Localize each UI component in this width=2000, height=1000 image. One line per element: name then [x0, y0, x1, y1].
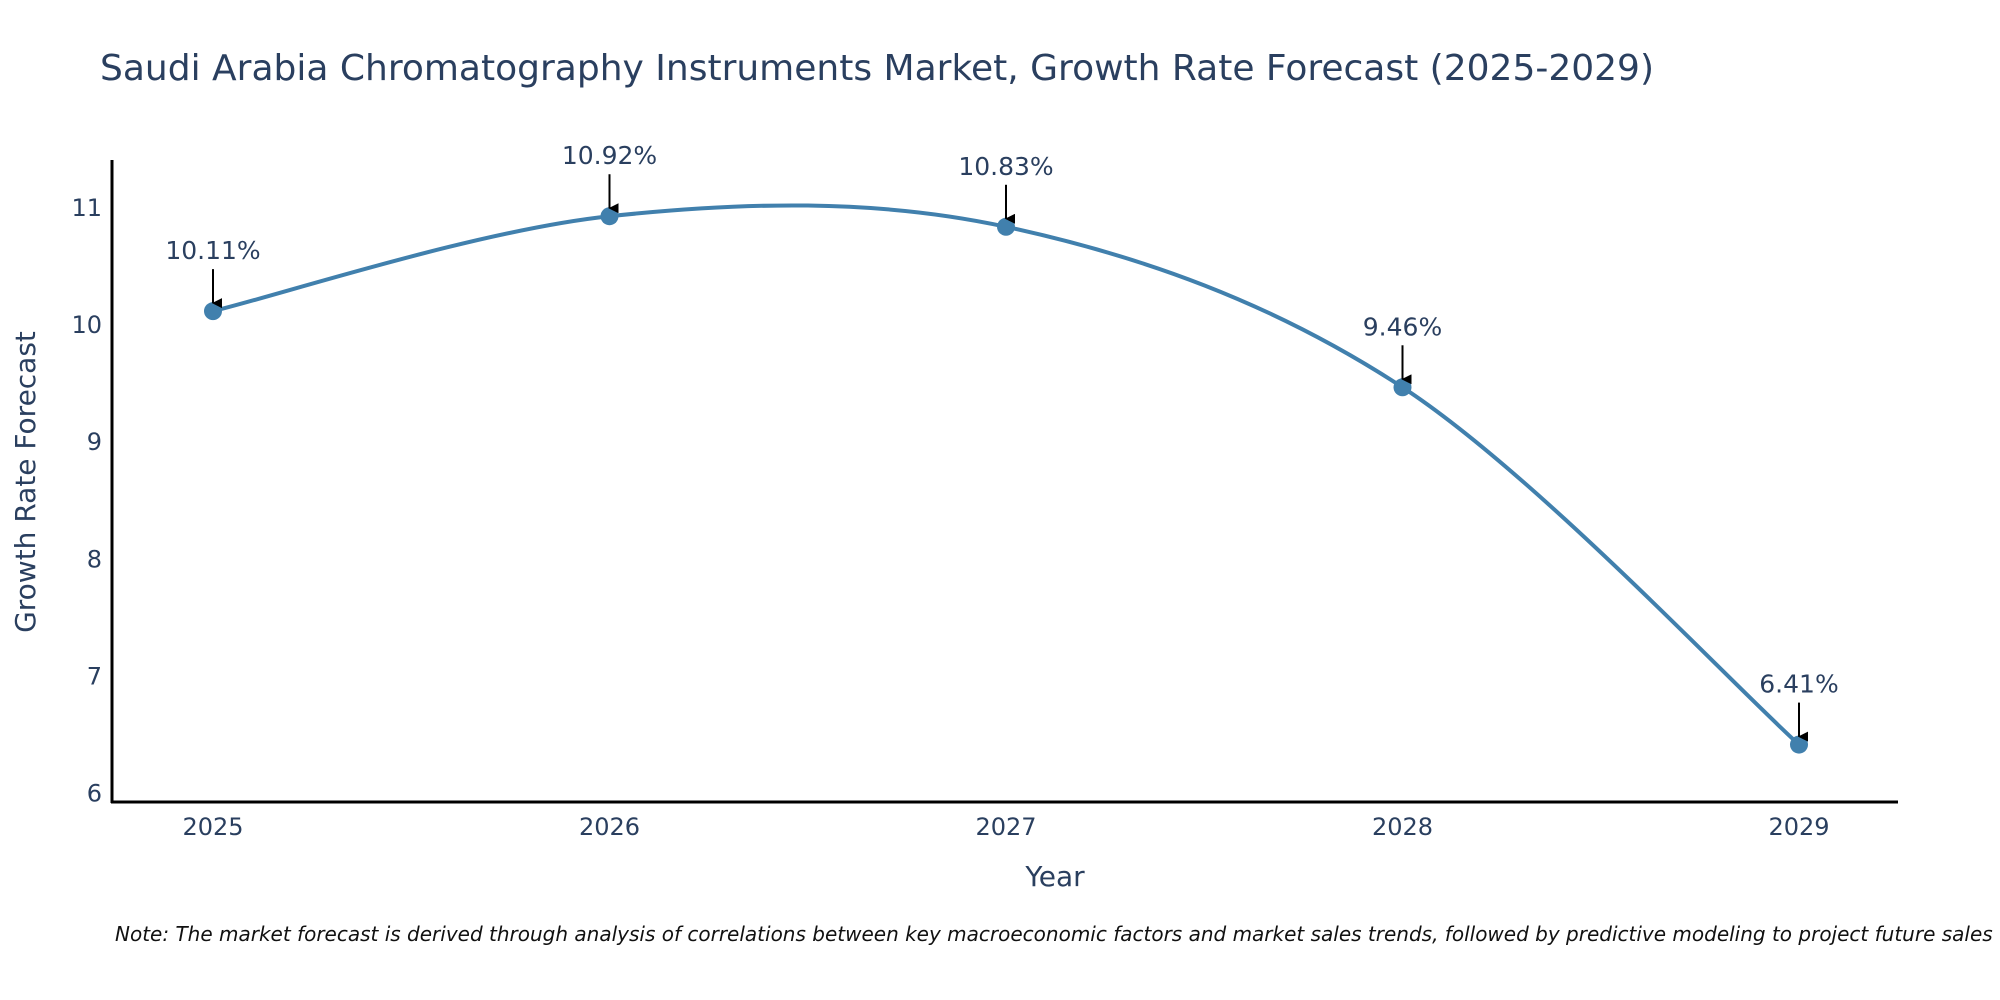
chart-title: Saudi Arabia Chromatography Instruments …: [100, 48, 1654, 89]
data-label: 6.41%: [1759, 670, 1838, 699]
data-point: [997, 217, 1015, 236]
data-markers: [204, 207, 1808, 754]
x-tick-label: 2027: [975, 813, 1036, 841]
x-axis-title: Year: [1024, 860, 1085, 893]
x-tick-label: 2026: [579, 813, 640, 841]
data-label: 9.46%: [1363, 312, 1442, 341]
data-point: [1790, 735, 1808, 754]
x-axis-ticks: 2025 2026 2027 2028 2029: [182, 813, 1829, 841]
y-tick-label: 6: [87, 780, 102, 808]
y-tick-label: 7: [87, 662, 102, 690]
x-tick-label: 2025: [182, 813, 243, 841]
y-tick-label: 8: [87, 545, 102, 573]
footnote: Note: The market forecast is derived thr…: [115, 922, 1993, 946]
data-annotations: 10.11% 10.92% 10.83% 9.46% 6.41%: [165, 141, 1839, 742]
y-tick-label: 11: [71, 194, 102, 222]
data-label: 10.11%: [165, 236, 260, 265]
data-point: [204, 302, 222, 321]
y-tick-label: 9: [87, 428, 102, 456]
x-tick-label: 2028: [1372, 813, 1433, 841]
y-axis-title: Growth Rate Forecast: [9, 331, 42, 633]
y-axis-ticks: 6 7 8 9 10 11: [71, 194, 102, 808]
x-tick-label: 2029: [1768, 813, 1829, 841]
data-label: 10.92%: [562, 141, 657, 170]
data-label: 10.83%: [958, 152, 1053, 181]
data-point: [600, 207, 619, 226]
y-tick-label: 10: [71, 311, 102, 339]
series-line: [212, 203, 1801, 747]
data-point: [1393, 378, 1412, 397]
